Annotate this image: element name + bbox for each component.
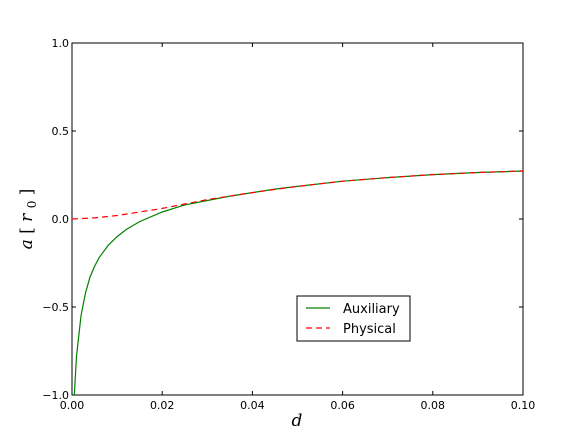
y-tick-label: 0.5 [52, 125, 70, 138]
series-layer [71, 170, 524, 396]
plot-area [71, 42, 524, 396]
y-axis-label-symbol: a [17, 239, 37, 249]
x-tick-label: 0.00 [60, 399, 85, 412]
y-axis-label-open-bracket: [ [17, 227, 37, 234]
x-tick-label: 0.02 [150, 399, 175, 412]
y-axis-label-unit: r [17, 213, 37, 222]
x-tick-label: 0.06 [330, 399, 355, 412]
legend-label-physical: Physical [343, 322, 396, 337]
y-axis-label-close-bracket: ] [17, 189, 37, 196]
y-tick-label: −1.0 [42, 389, 69, 402]
axis-ticks: 0.00 0.02 0.04 0.06 0.08 0.10 −1.0 −0.5 0.0 0.5 1.… [42, 37, 535, 412]
x-tick-label: 0.04 [240, 399, 265, 412]
legend: Auxiliary Physical [296, 295, 411, 342]
series-line-physical [71, 170, 524, 220]
x-tick-label: 0.08 [421, 399, 446, 412]
x-tick-label: 0.10 [511, 399, 536, 412]
series-line-auxiliary [73, 170, 524, 396]
y-tick-label: −0.5 [42, 301, 69, 314]
y-tick-label: 1.0 [52, 37, 70, 50]
x-axis-label: d [292, 411, 303, 431]
svg-text:a [ r 0: a [ r 0 ] [17, 189, 41, 250]
y-tick-label: 0.0 [52, 213, 70, 226]
y-axis-label: a [ r 0 ] [17, 189, 41, 250]
legend-box [296, 295, 411, 342]
y-axis-label-subscript: 0 [25, 201, 39, 209]
legend-label-auxiliary: Auxiliary [343, 302, 400, 317]
